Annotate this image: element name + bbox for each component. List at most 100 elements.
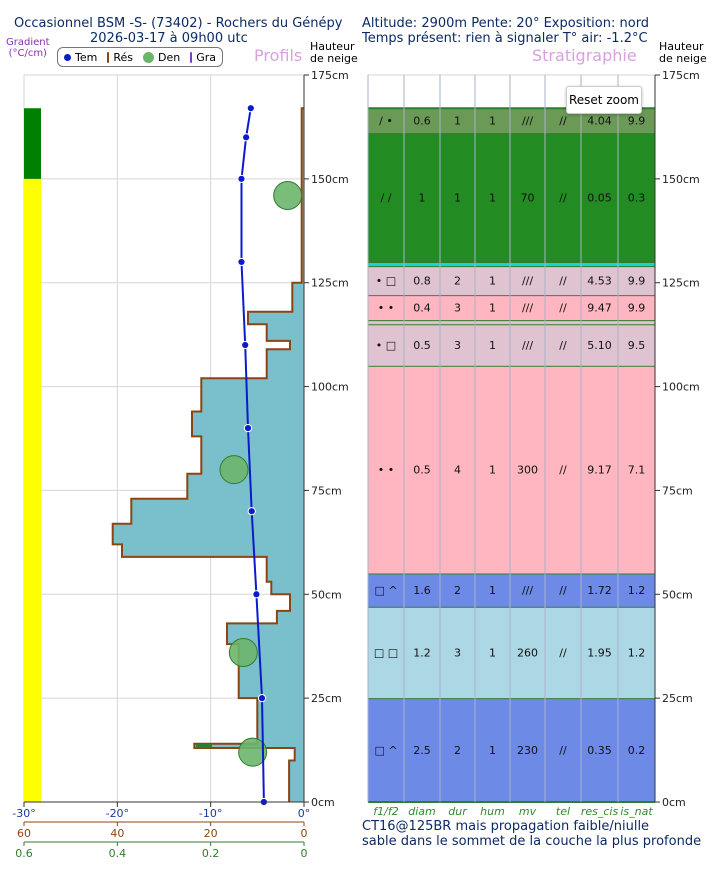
stratigraphy-title: Stratigraphie — [532, 46, 637, 65]
strat-cell-res_cis: 9.17 — [587, 464, 612, 477]
legend-item-rés[interactable]: Rés — [107, 51, 133, 64]
weather-conditions: Temps présent: rien à signaler T° air: -… — [362, 31, 648, 46]
strat-cell-hum: 1 — [489, 275, 496, 288]
temperature-point — [237, 257, 246, 267]
strat-cell-res_cis: 1.72 — [587, 584, 612, 597]
strat-layer — [368, 320, 655, 325]
y-tick-label: 25cm — [311, 692, 342, 705]
gradient-label-line2: (°C/cm) — [8, 48, 47, 59]
density-point — [228, 637, 258, 667]
density-point — [238, 737, 268, 767]
strat-cell-f1f2: / / — [381, 192, 392, 205]
y-tick-label: 0cm — [311, 796, 335, 809]
stratigraphy-height-label: Hauteur de neige — [659, 41, 707, 65]
strat-cell-is_nat: 9.9 — [628, 275, 646, 288]
temperature-point — [247, 507, 256, 516]
strat-cell-is_nat: 9.9 — [628, 115, 646, 128]
y-tick-label: 125cm — [311, 277, 349, 290]
profiles-height-label-line2: de neige — [310, 52, 358, 65]
resistance-tick-label: 0 — [301, 827, 308, 840]
strat-cell-dur: 2 — [454, 275, 461, 288]
strat-cell-res_cis: 0.35 — [587, 744, 612, 757]
strat-y-tick-label: 0cm — [662, 796, 686, 809]
density-tick-label: 0.6 — [15, 847, 33, 860]
temperature-tick-label: -30° — [12, 807, 35, 820]
legend-label: Gra — [196, 50, 217, 64]
strat-cell-hum: 1 — [489, 464, 496, 477]
legend-item-den[interactable]: Den — [143, 51, 180, 64]
legend-symbol-icon — [143, 51, 154, 63]
strat-cell-mv: /// — [522, 275, 533, 288]
strat-cell-tel: // — [559, 275, 567, 288]
resistance-tick-label: 20 — [204, 827, 218, 840]
stratigraphy-height-label-line1: Hauteur — [659, 40, 704, 53]
strat-cell-tel: // — [559, 464, 567, 477]
strat-cell-is_nat: 0.2 — [628, 744, 646, 757]
strat-cell-diam: 1.6 — [413, 584, 431, 597]
strat-cell-hum: 1 — [489, 302, 496, 315]
strat-layer — [368, 133, 655, 262]
strat-cell-tel: // — [559, 302, 567, 315]
legend-label: Rés — [113, 50, 133, 64]
strat-cell-mv: 300 — [517, 464, 538, 477]
strat-cell-dur: 3 — [454, 339, 461, 352]
strat-layer — [368, 266, 655, 296]
strat-layer — [368, 573, 655, 607]
strat-cell-f1f2: □ □ — [374, 646, 398, 659]
strat-cell-diam: 1 — [419, 192, 426, 205]
strat-cell-dur: 2 — [454, 744, 461, 757]
strat-cell-tel: // — [559, 192, 567, 205]
density-tick-label: 0 — [301, 847, 308, 860]
strat-cell-diam: 2.5 — [413, 744, 431, 757]
gradient-label-line1: Gradient — [6, 37, 50, 48]
y-tick-label: 175cm — [311, 69, 349, 82]
temperature-tick-label: -10° — [199, 807, 222, 820]
strat-cell-dur: 3 — [454, 302, 461, 315]
strat-cell-is_nat: 1.2 — [628, 584, 646, 597]
strat-cell-mv: 70 — [521, 192, 535, 205]
strat-cell-res_cis: 4.53 — [587, 275, 612, 288]
strat-cell-dur: 4 — [454, 464, 461, 477]
strat-cell-f1f2: □ ^ — [374, 744, 397, 757]
strat-cell-dur: 3 — [454, 646, 461, 659]
strat-cell-diam: 0.4 — [413, 302, 431, 315]
density-point — [219, 455, 249, 485]
profiles-legend: Tem Rés Den Gra — [57, 47, 224, 67]
strat-cell-hum: 1 — [489, 744, 496, 757]
observation-note-2: sable dans le sommet de la couche la plu… — [362, 834, 702, 849]
legend-symbol-icon — [64, 53, 71, 61]
reset-zoom-button[interactable]: Reset zoom — [566, 86, 642, 114]
strat-cell-res_cis: 9.47 — [587, 302, 612, 315]
strat-cell-mv: /// — [522, 115, 533, 128]
strat-layer — [368, 295, 655, 321]
strat-cell-mv: 260 — [517, 646, 538, 659]
strat-cell-f1f2: / • — [379, 115, 393, 128]
strat-cell-is_nat: 1.2 — [628, 646, 646, 659]
strat-y-tick-label: 175cm — [662, 69, 700, 82]
report-datetime: 2026-03-17 à 09h00 utc — [90, 31, 248, 46]
legend-item-tem[interactable]: Tem — [64, 51, 97, 64]
temperature-point — [237, 174, 246, 183]
gradient-bar-segment — [24, 178, 41, 802]
legend-item-gra[interactable]: Gra — [190, 51, 216, 64]
strat-cell-diam: 0.5 — [413, 339, 431, 352]
legend-label: Tem — [75, 50, 98, 64]
temperature-point — [241, 340, 250, 350]
strat-cell-hum: 1 — [489, 584, 496, 597]
strat-layer — [368, 324, 655, 366]
strat-cell-dur: 2 — [454, 584, 461, 597]
strat-y-tick-label: 75cm — [662, 484, 693, 497]
strat-cell-tel: // — [559, 646, 567, 659]
profiles-chart[interactable]: 0cm 25cm 50cm 75cm 100cm 125cm 150cm 175cm -30° -… — [0, 0, 360, 870]
strat-cell-diam: 0.6 — [413, 115, 431, 128]
strat-cell-res_cis: 4.04 — [587, 115, 612, 128]
strat-cell-tel: // — [559, 115, 567, 128]
gradient-bar-segment — [24, 108, 41, 179]
legend-label: Den — [158, 50, 181, 64]
stratigraphy-chart[interactable]: □ ^ 2.5 2 1 230 // 0.35 0.2 □ □ 1.2 3 1 260 // 1.95 1.2… — [360, 0, 728, 870]
strat-cell-tel: // — [559, 339, 567, 352]
observation-note-1: CT16@125BR mais propagation faible/niull… — [362, 819, 650, 834]
resistance-tick-label: 60 — [17, 827, 31, 840]
strat-cell-tel: // — [559, 744, 567, 757]
strat-cell-is_nat: 9.5 — [628, 339, 646, 352]
